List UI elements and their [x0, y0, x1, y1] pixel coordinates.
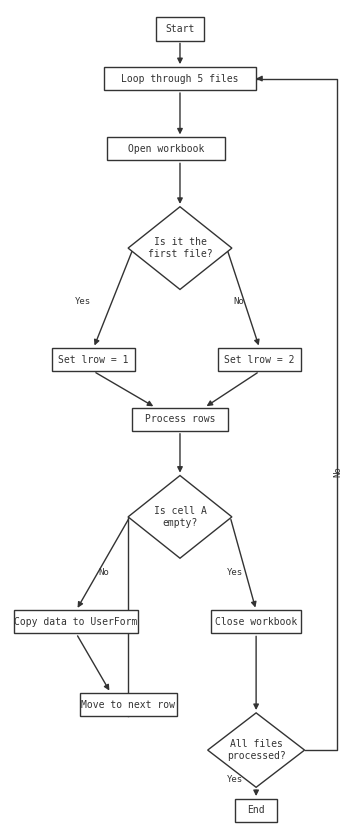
Text: End: End [247, 805, 265, 815]
Text: Yes: Yes [75, 298, 91, 306]
FancyBboxPatch shape [104, 67, 256, 90]
FancyBboxPatch shape [107, 137, 225, 160]
Text: Yes: Yes [227, 775, 244, 783]
Text: No: No [98, 568, 109, 576]
Text: No: No [233, 298, 244, 306]
FancyBboxPatch shape [211, 610, 301, 633]
FancyBboxPatch shape [218, 348, 301, 371]
FancyBboxPatch shape [52, 348, 135, 371]
Text: Process rows: Process rows [145, 414, 215, 424]
Polygon shape [128, 207, 232, 289]
FancyBboxPatch shape [235, 799, 277, 822]
Text: Close workbook: Close workbook [215, 617, 297, 627]
Text: No: No [333, 466, 342, 476]
Text: Set lrow = 2: Set lrow = 2 [224, 355, 295, 365]
Text: Loop through 5 files: Loop through 5 files [121, 74, 239, 84]
Text: Move to next row: Move to next row [81, 700, 175, 710]
Text: Yes: Yes [227, 568, 244, 576]
Text: Start: Start [165, 24, 195, 34]
Text: Is it the
first file?: Is it the first file? [148, 237, 212, 259]
FancyBboxPatch shape [156, 17, 204, 41]
Polygon shape [128, 476, 232, 558]
FancyBboxPatch shape [80, 693, 176, 716]
Polygon shape [208, 713, 305, 787]
Text: Set lrow = 1: Set lrow = 1 [58, 355, 129, 365]
FancyBboxPatch shape [132, 408, 228, 431]
FancyBboxPatch shape [14, 610, 138, 633]
Text: Copy data to UserForm: Copy data to UserForm [14, 617, 138, 627]
Text: Open workbook: Open workbook [128, 144, 204, 154]
Text: Is cell A
empty?: Is cell A empty? [154, 506, 207, 528]
Text: All files
processed?: All files processed? [227, 739, 286, 761]
